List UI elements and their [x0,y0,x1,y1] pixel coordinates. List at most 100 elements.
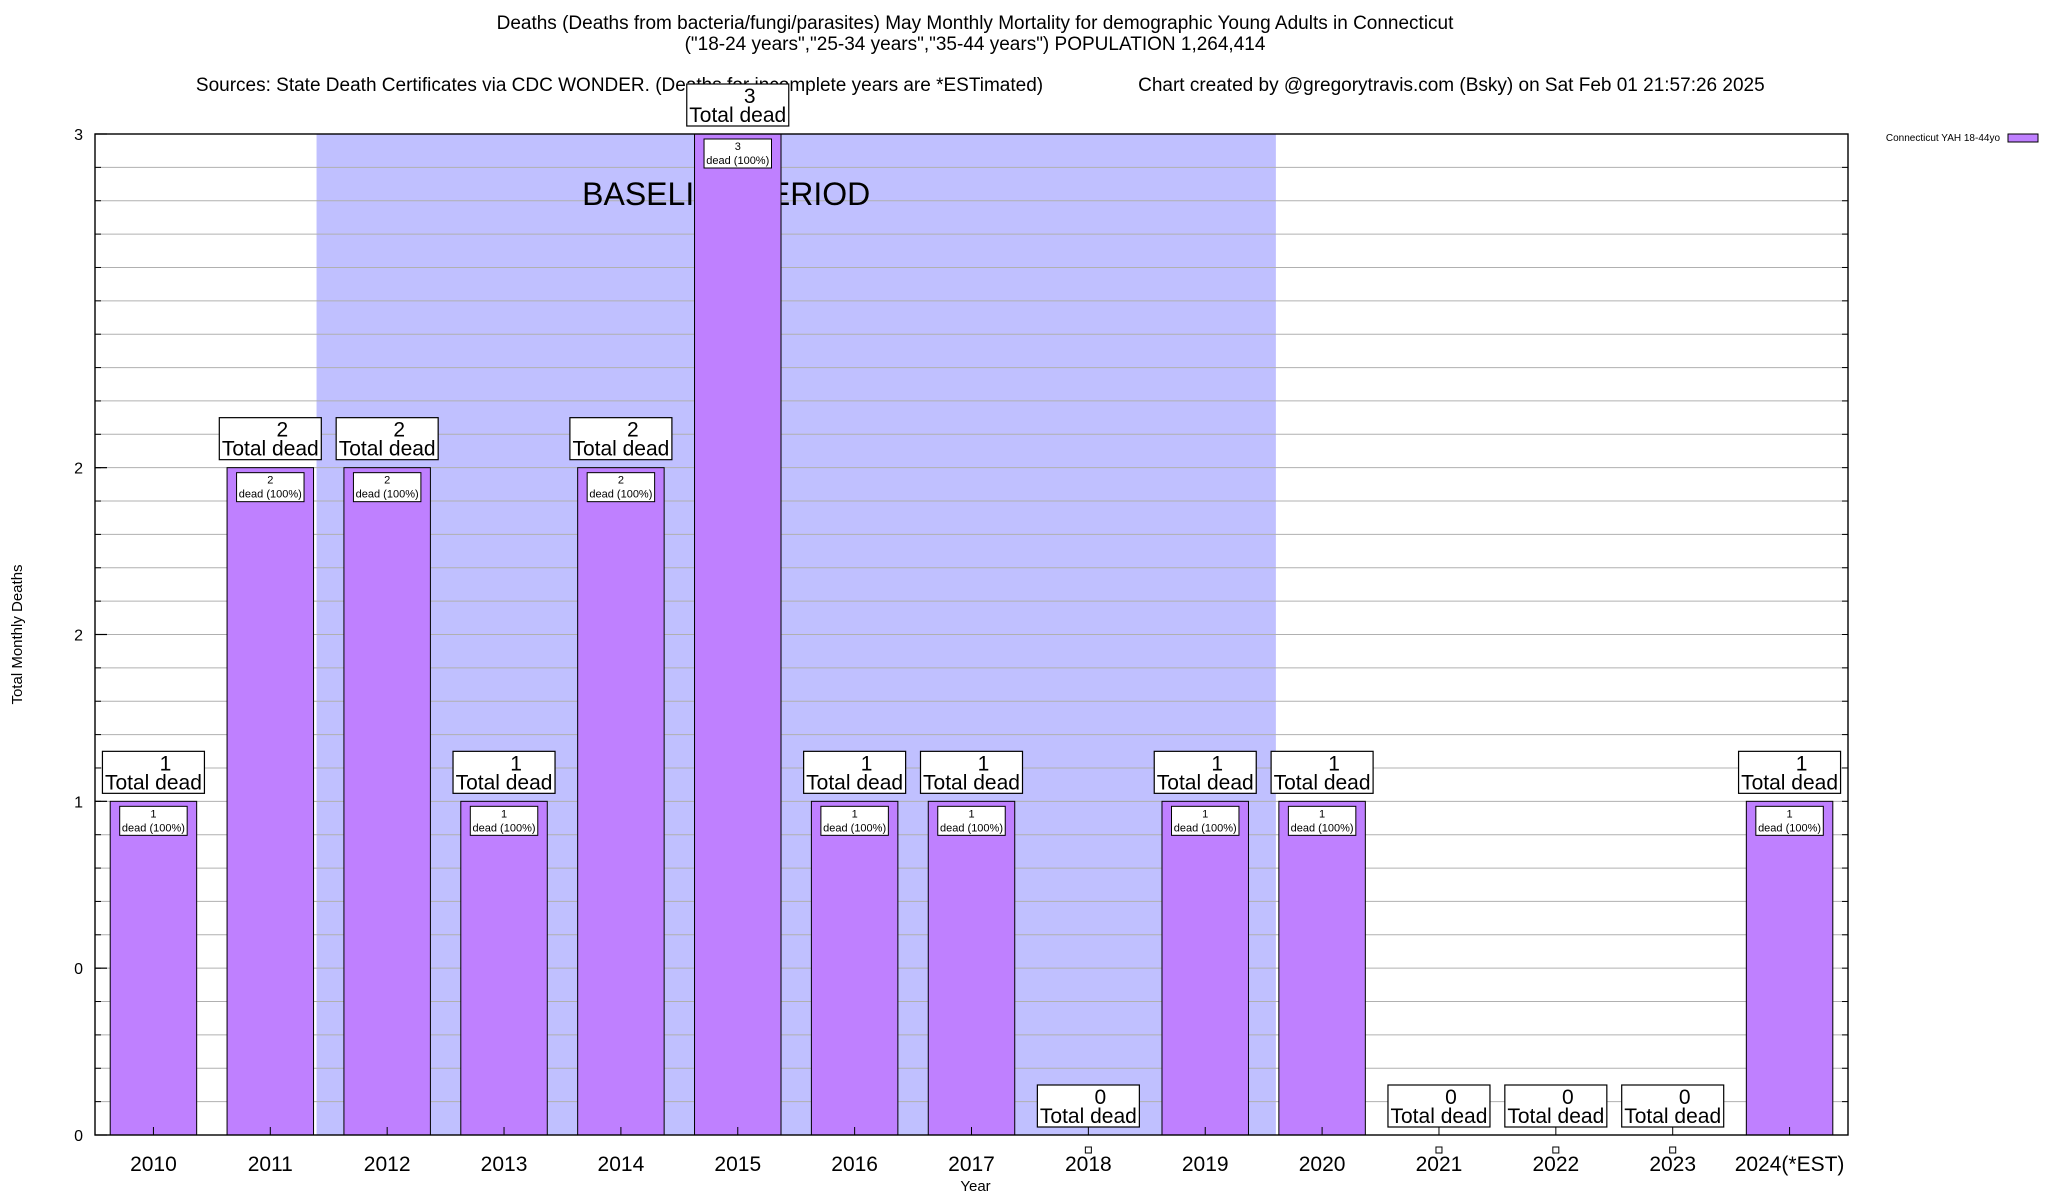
total-dead-label: Total dead [1741,771,1838,794]
bar-inner-value: 3 [735,141,741,153]
chart-title-line-1: Deaths (Deaths from bacteria/fungi/paras… [496,13,1454,34]
bar [810,800,899,1136]
y-tick-label: 1 [74,794,83,811]
bar-inner-label: dead (100%) [239,489,302,501]
total-dead-label: Total dead [923,771,1020,794]
total-dead-box [1153,750,1257,794]
bar [1278,800,1366,1136]
zero-marker [1669,1146,1677,1154]
x-tick-label: 2014 [598,1153,645,1176]
total-dead-label: Total dead [105,771,202,794]
bar [109,800,198,1136]
total-dead-label: Total dead [1274,771,1371,794]
zero-marker [1084,1146,1092,1154]
bar-inner-label-box [586,472,656,503]
bar-inner-label-box [1755,805,1824,836]
total-dead-box [803,750,907,794]
total-dead-box [1270,750,1374,794]
total-dead-value: 1 [1211,752,1223,775]
bar [577,467,665,1136]
x-tick-label: 2018 [1065,1153,1112,1176]
total-dead-box [335,417,439,461]
total-dead-label: Total dead [222,438,319,461]
total-dead-label: Total dead [456,771,553,794]
total-dead-value: 0 [1562,1086,1574,1109]
total-dead-box [1737,750,1842,794]
legend: Connecticut YAH 18-44yo [1886,133,2039,144]
bar-inner-label: dead (100%) [356,489,419,501]
total-dead-box [1036,1084,1140,1128]
total-dead-value: 1 [1328,752,1340,775]
total-dead-label: Total dead [689,104,786,127]
bar-inner-label-box [469,805,539,836]
y-tick-label: 2 [74,628,83,645]
bar-inner-label-box [703,138,772,169]
total-dead-value: 0 [1095,1086,1107,1109]
total-dead-value: 3 [744,85,756,108]
bar [927,800,1016,1136]
bar-inner-label: dead (100%) [1758,822,1821,834]
legend-swatch [2007,133,2039,143]
x-tick-label: 2011 [248,1153,293,1176]
legend-label: Connecticut YAH 18-44yo [1886,133,2001,144]
bar-inner-label-box [820,805,889,836]
bar-inner-label: dead (100%) [1291,822,1354,834]
bar [226,467,315,1136]
x-tick-label: 2017 [948,1153,995,1176]
bar-inner-label-box [937,805,1006,836]
total-dead-value: 1 [160,752,172,775]
total-dead-label: Total dead [1624,1105,1721,1128]
zero-marker [1435,1146,1443,1154]
total-dead-label: Total dead [339,438,436,461]
total-dead-box [1504,1084,1608,1128]
plot-frame [94,133,1849,1136]
total-dead-label: Total dead [1040,1105,1137,1128]
bar-inner-value: 1 [1202,808,1208,820]
y-tick-label: 2 [74,461,83,478]
bar-inner-value: 1 [150,808,156,820]
chart-title-line-2: ("18-24 years","25-34 years","35-44 year… [684,34,1266,55]
bar-inner-label-box [352,472,422,503]
x-tick-label: 2019 [1182,1153,1229,1176]
bar-inner-value: 1 [501,808,507,820]
bar-inner-label: dead (100%) [823,822,886,834]
total-dead-box [218,417,322,461]
x-tick-label: 2021 [1416,1153,1463,1176]
zero-marker [1552,1146,1560,1154]
total-dead-box [569,417,673,461]
total-dead-box [452,750,556,794]
bar-inner-label-box [1171,805,1240,836]
total-dead-value: 0 [1445,1086,1457,1109]
x-tick-label: 2010 [130,1153,177,1176]
total-dead-label: Total dead [1391,1105,1488,1128]
bar-inner-label: dead (100%) [940,822,1003,834]
bar-inner-label-box [1287,805,1357,836]
total-dead-label: Total dead [806,771,903,794]
bar-inner-value: 1 [852,808,858,820]
y-tick-label: 0 [74,1128,83,1145]
total-dead-value: 1 [510,752,522,775]
bar [343,467,431,1136]
total-dead-value: 2 [276,419,288,442]
x-tick-label: 2013 [481,1153,528,1176]
bar-inner-value: 1 [968,808,974,820]
bar [694,133,782,1136]
bar-inner-value: 1 [1787,808,1793,820]
y-tick-label: 0 [74,961,83,978]
x-tick-label: 2015 [714,1153,761,1176]
y-tick-label: 3 [74,127,83,144]
total-dead-label: Total dead [1157,771,1254,794]
bar-inner-value: 2 [618,475,624,487]
bar-inner-label: dead (100%) [1174,822,1237,834]
x-tick-label: 2022 [1532,1153,1579,1176]
total-dead-box [101,750,206,794]
total-dead-value: 2 [627,419,639,442]
chart-credit-text: Chart created by @gregorytravis.com (Bsk… [1138,75,1765,96]
bar-inner-value: 1 [1319,808,1325,820]
total-dead-value: 0 [1679,1086,1691,1109]
total-dead-value: 1 [978,752,990,775]
bar-inner-label-box [119,805,188,836]
x-tick-label: 2023 [1649,1153,1696,1176]
x-axis-title: Year [960,1178,990,1195]
total-dead-value: 2 [393,419,405,442]
